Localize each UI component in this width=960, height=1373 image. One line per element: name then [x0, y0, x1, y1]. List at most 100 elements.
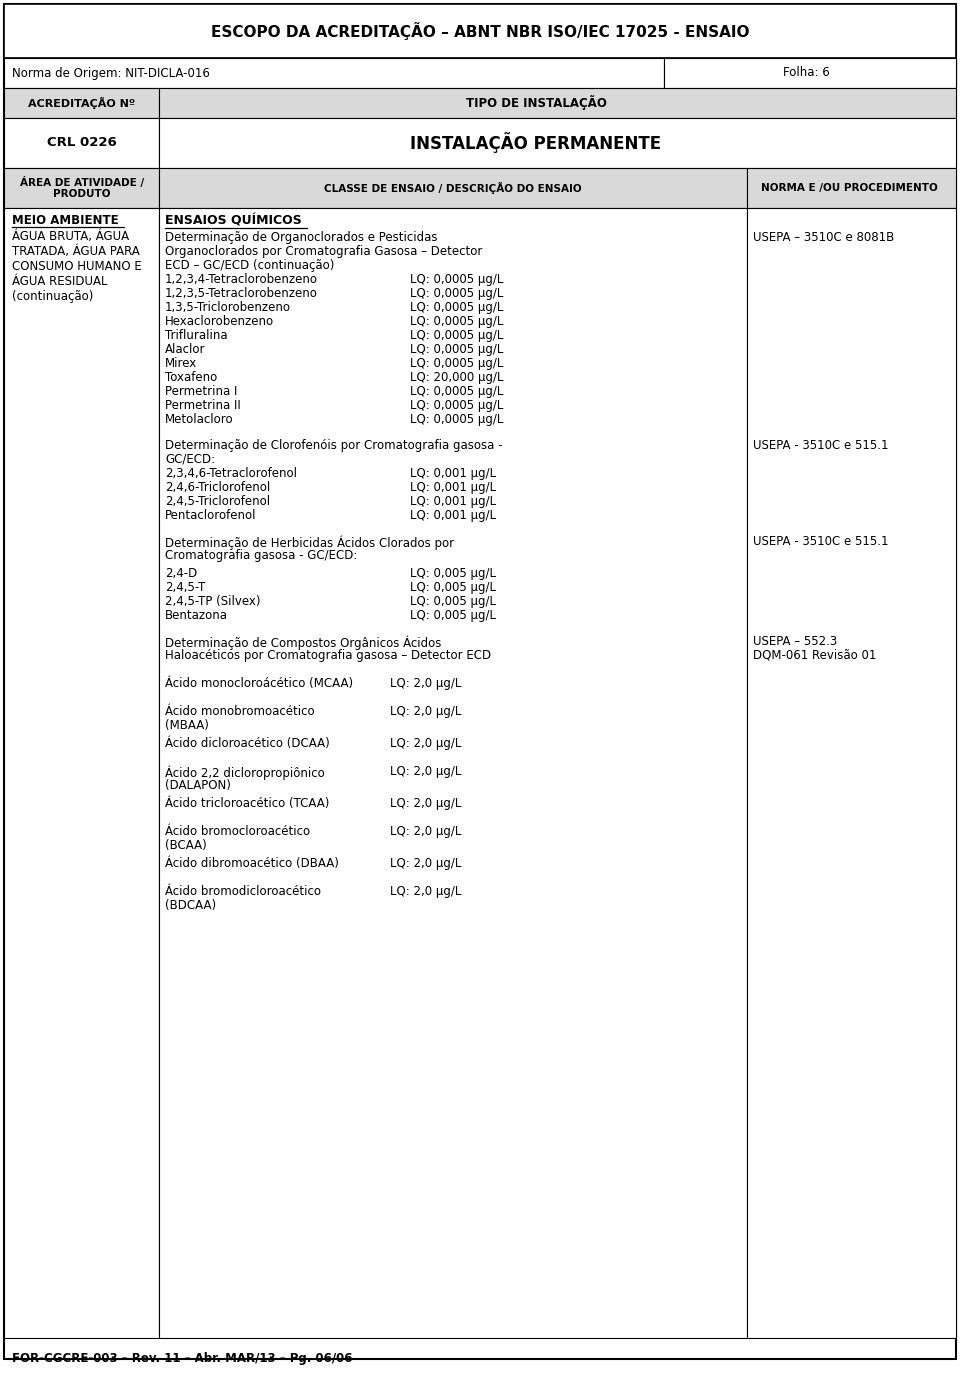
Text: INSTALAÇÃO PERMANENTE: INSTALAÇÃO PERMANENTE — [411, 133, 661, 154]
Text: 2,3,4,6-Tetraclorofenol: 2,3,4,6-Tetraclorofenol — [165, 467, 297, 481]
Text: LQ: 0,0005 µg/L: LQ: 0,0005 µg/L — [410, 314, 503, 328]
Text: 1,2,3,4-Tetraclorobenzeno: 1,2,3,4-Tetraclorobenzeno — [165, 273, 318, 286]
Text: Metolacloro: Metolacloro — [165, 413, 233, 426]
Bar — [4, 58, 664, 88]
Text: LQ: 2,0 µg/L: LQ: 2,0 µg/L — [390, 737, 462, 750]
Text: LQ: 0,0005 µg/L: LQ: 0,0005 µg/L — [410, 413, 503, 426]
Text: LQ: 20,000 µg/L: LQ: 20,000 µg/L — [410, 371, 503, 384]
Text: LQ: 0,001 µg/L: LQ: 0,001 µg/L — [410, 481, 496, 494]
Bar — [4, 58, 956, 88]
Text: USEPA – 3510C e 8081B: USEPA – 3510C e 8081B — [753, 231, 895, 244]
Text: CLASSE DE ENSAIO / DESCRIÇÃO DO ENSAIO: CLASSE DE ENSAIO / DESCRIÇÃO DO ENSAIO — [324, 183, 582, 194]
Text: Ácido bromodicloroacético: Ácido bromodicloroacético — [165, 886, 321, 898]
Text: LQ: 0,0005 µg/L: LQ: 0,0005 µg/L — [410, 273, 503, 286]
Text: LQ: 2,0 µg/L: LQ: 2,0 µg/L — [390, 704, 462, 718]
Text: LQ: 2,0 µg/L: LQ: 2,0 µg/L — [390, 765, 462, 778]
Text: Organoclorados por Cromatografia Gasosa – Detector: Organoclorados por Cromatografia Gasosa … — [165, 244, 482, 258]
Bar — [4, 4, 956, 58]
Text: CONSUMO HUMANO E: CONSUMO HUMANO E — [12, 259, 142, 273]
Text: Cromatografia gasosa - GC/ECD:: Cromatografia gasosa - GC/ECD: — [165, 549, 357, 562]
Text: LQ: 0,001 µg/L: LQ: 0,001 µg/L — [410, 467, 496, 481]
Text: Determinação de Herbicidas Ácidos Clorados por: Determinação de Herbicidas Ácidos Clorad… — [165, 535, 454, 549]
Text: 1,3,5-Triclorobenzeno: 1,3,5-Triclorobenzeno — [165, 301, 291, 314]
Bar — [159, 207, 747, 1339]
Text: LQ: 0,0005 µg/L: LQ: 0,0005 µg/L — [410, 357, 503, 369]
Text: LQ: 0,005 µg/L: LQ: 0,005 µg/L — [410, 581, 496, 595]
Text: Ácido bromocloroacético: Ácido bromocloroacético — [165, 825, 310, 838]
Text: LQ: 0,0005 µg/L: LQ: 0,0005 µg/L — [410, 301, 503, 314]
Text: TRATADA, ÁGUA PARA: TRATADA, ÁGUA PARA — [12, 244, 140, 258]
Text: LQ: 0,0005 µg/L: LQ: 0,0005 µg/L — [410, 287, 503, 299]
Text: CRL 0226: CRL 0226 — [47, 136, 117, 150]
Text: Mirex: Mirex — [165, 357, 197, 369]
Bar — [4, 168, 159, 207]
Text: LQ: 0,0005 µg/L: LQ: 0,0005 µg/L — [410, 343, 503, 356]
Text: Determinação de Organoclorados e Pesticidas: Determinação de Organoclorados e Pestici… — [165, 231, 438, 244]
Bar — [159, 88, 956, 118]
Bar — [747, 207, 956, 1339]
Text: GC/ECD:: GC/ECD: — [165, 453, 215, 465]
Text: Ácido monobromoacético: Ácido monobromoacético — [165, 704, 315, 718]
Text: DQM-061 Revisão 01: DQM-061 Revisão 01 — [753, 649, 876, 662]
Text: USEPA – 552.3: USEPA – 552.3 — [753, 634, 837, 648]
Text: LQ: 0,005 µg/L: LQ: 0,005 µg/L — [410, 595, 496, 608]
Text: NORMA E /OU PROCEDIMENTO: NORMA E /OU PROCEDIMENTO — [760, 183, 937, 194]
Text: LQ: 2,0 µg/L: LQ: 2,0 µg/L — [390, 825, 462, 838]
Text: LQ: 0,005 µg/L: LQ: 0,005 µg/L — [410, 610, 496, 622]
Text: Pentaclorofenol: Pentaclorofenol — [165, 509, 256, 522]
Text: Norma de Origem: NIT-DICLA-016: Norma de Origem: NIT-DICLA-016 — [12, 66, 210, 80]
Text: FOR-CGCRE-003 – Rev. 11 – Abr. MAR/13 – Pg. 06/06: FOR-CGCRE-003 – Rev. 11 – Abr. MAR/13 – … — [12, 1352, 352, 1365]
Text: (BDCAA): (BDCAA) — [165, 899, 216, 912]
Text: LQ: 0,005 µg/L: LQ: 0,005 µg/L — [410, 567, 496, 579]
Text: ÁGUA RESIDUAL: ÁGUA RESIDUAL — [12, 275, 108, 288]
Text: ACREDITAÇÃO Nº: ACREDITAÇÃO Nº — [29, 97, 135, 108]
Text: (DALAPON): (DALAPON) — [165, 778, 230, 792]
Bar — [4, 88, 159, 118]
Bar — [159, 118, 956, 168]
Bar — [159, 168, 747, 207]
Text: Folha: 6: Folha: 6 — [782, 66, 829, 80]
Text: USEPA - 3510C e 515.1: USEPA - 3510C e 515.1 — [753, 535, 889, 548]
Text: 2,4,5-T: 2,4,5-T — [165, 581, 205, 595]
Text: Alaclor: Alaclor — [165, 343, 205, 356]
Text: Ácido dicloroacético (DCAA): Ácido dicloroacético (DCAA) — [165, 737, 329, 750]
Text: Hexaclorobenzeno: Hexaclorobenzeno — [165, 314, 275, 328]
Text: LQ: 0,001 µg/L: LQ: 0,001 µg/L — [410, 496, 496, 508]
Bar — [664, 58, 956, 88]
Text: ÁREA DE ATIVIDADE /
PRODUTO: ÁREA DE ATIVIDADE / PRODUTO — [20, 177, 144, 199]
Text: MEIO AMBIENTE: MEIO AMBIENTE — [12, 214, 119, 227]
Text: Determinação de Clorofenóis por Cromatografia gasosa -: Determinação de Clorofenóis por Cromatog… — [165, 439, 502, 452]
Text: Haloacéticos por Cromatografia gasosa – Detector ECD: Haloacéticos por Cromatografia gasosa – … — [165, 649, 492, 662]
Text: ÁGUA BRUTA, ÁGUA: ÁGUA BRUTA, ÁGUA — [12, 231, 130, 243]
Text: Trifluralina: Trifluralina — [165, 330, 228, 342]
Text: Permetrina II: Permetrina II — [165, 400, 241, 412]
Text: Ácido tricloroacético (TCAA): Ácido tricloroacético (TCAA) — [165, 796, 329, 810]
Text: LQ: 2,0 µg/L: LQ: 2,0 µg/L — [390, 796, 462, 810]
Text: LQ: 0,0005 µg/L: LQ: 0,0005 µg/L — [410, 384, 503, 398]
Text: Ácido dibromoacético (DBAA): Ácido dibromoacético (DBAA) — [165, 857, 339, 870]
Text: LQ: 0,001 µg/L: LQ: 0,001 µg/L — [410, 509, 496, 522]
Text: TIPO DE INSTALAÇÃO: TIPO DE INSTALAÇÃO — [466, 96, 607, 110]
Text: ECD – GC/ECD (continuação): ECD – GC/ECD (continuação) — [165, 259, 334, 272]
Text: ENSAIOS QUÍMICOS: ENSAIOS QUÍMICOS — [165, 214, 301, 227]
Text: Permetrina I: Permetrina I — [165, 384, 237, 398]
Text: (BCAA): (BCAA) — [165, 839, 206, 853]
Text: LQ: 2,0 µg/L: LQ: 2,0 µg/L — [390, 886, 462, 898]
Bar — [4, 207, 159, 1339]
Text: Determinação de Compostos Orgânicos Ácidos: Determinação de Compostos Orgânicos Ácid… — [165, 634, 442, 649]
Text: ESCOPO DA ACREDITAÇÃO – ABNT NBR ISO/IEC 17025 - ENSAIO: ESCOPO DA ACREDITAÇÃO – ABNT NBR ISO/IEC… — [211, 22, 749, 40]
Bar — [747, 168, 956, 207]
Text: USEPA - 3510C e 515.1: USEPA - 3510C e 515.1 — [753, 439, 889, 452]
Text: Ácido 2,2 dicloropropiônico: Ácido 2,2 dicloropropiônico — [165, 765, 324, 780]
Text: Toxafeno: Toxafeno — [165, 371, 217, 384]
Bar — [4, 118, 159, 168]
Text: LQ: 2,0 µg/L: LQ: 2,0 µg/L — [390, 677, 462, 691]
Text: 2,4,6-Triclorofenol: 2,4,6-Triclorofenol — [165, 481, 271, 494]
Text: Ácido monocloroácético (MCAA): Ácido monocloroácético (MCAA) — [165, 677, 353, 691]
Text: 1,2,3,5-Tetraclorobenzeno: 1,2,3,5-Tetraclorobenzeno — [165, 287, 318, 299]
Text: LQ: 0,0005 µg/L: LQ: 0,0005 µg/L — [410, 330, 503, 342]
Text: 2,4-D: 2,4-D — [165, 567, 197, 579]
Text: 2,4,5-TP (Silvex): 2,4,5-TP (Silvex) — [165, 595, 260, 608]
Text: LQ: 2,0 µg/L: LQ: 2,0 µg/L — [390, 857, 462, 870]
Text: (MBAA): (MBAA) — [165, 719, 209, 732]
